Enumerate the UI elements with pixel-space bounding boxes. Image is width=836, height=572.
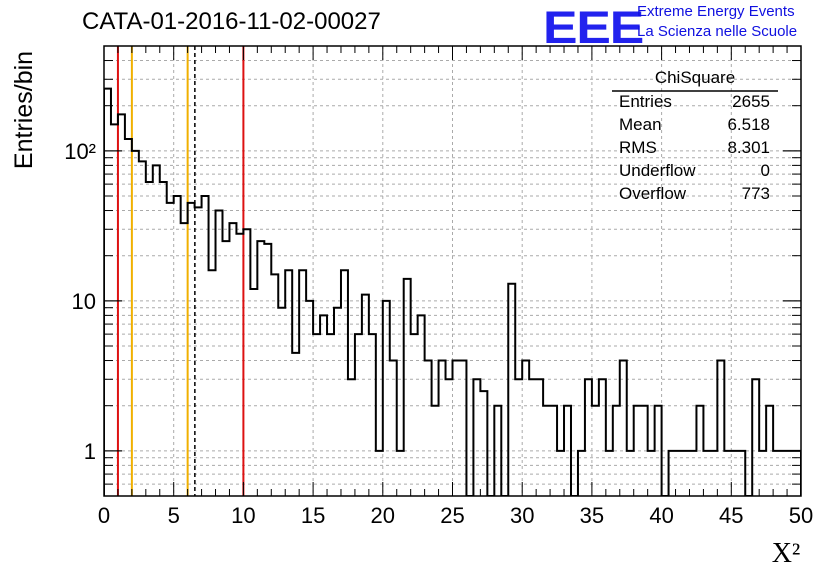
y-tick-label: 10² [64, 139, 96, 164]
stats-value: 0 [760, 161, 770, 180]
x-tick-label: 40 [649, 503, 673, 528]
stats-label: Overflow [619, 184, 687, 203]
stats-value: 6.518 [727, 115, 770, 134]
x-tick-label: 5 [168, 503, 180, 528]
stats-value: 8.301 [727, 138, 770, 157]
y-axis-label: Entries/bin [10, 51, 38, 169]
stats-value: 2655 [732, 92, 770, 111]
stats-label: Entries [619, 92, 672, 111]
stats-name: ChiSquare [654, 68, 736, 87]
chart-title: CATA-01-2016-11-02-00027 [82, 8, 381, 35]
x-tick-label: 30 [510, 503, 534, 528]
x-tick-label: 45 [719, 503, 743, 528]
x-tick-label: 20 [371, 503, 395, 528]
stats-label: Underflow [619, 161, 696, 180]
y-tick-label: 10 [72, 289, 96, 314]
x-tick-label: 25 [440, 503, 464, 528]
eee-logo: EEE [543, 2, 644, 53]
x-tick-label: 0 [98, 503, 110, 528]
stats-label: Mean [619, 115, 662, 134]
x-axis-label: X² [772, 538, 801, 569]
x-tick-label: 15 [301, 503, 325, 528]
x-tick-label: 35 [580, 503, 604, 528]
logo-line-2: La Scienza nelle Scuole [637, 23, 798, 40]
x-tick-label: 10 [231, 503, 255, 528]
histogram-bars [104, 87, 801, 496]
x-tick-label: 50 [789, 503, 813, 528]
logo-line-1: Extreme Energy Events [637, 3, 795, 20]
y-tick-label: 1 [84, 439, 96, 464]
stats-value: 773 [741, 184, 770, 203]
stats-label: RMS [619, 138, 657, 157]
